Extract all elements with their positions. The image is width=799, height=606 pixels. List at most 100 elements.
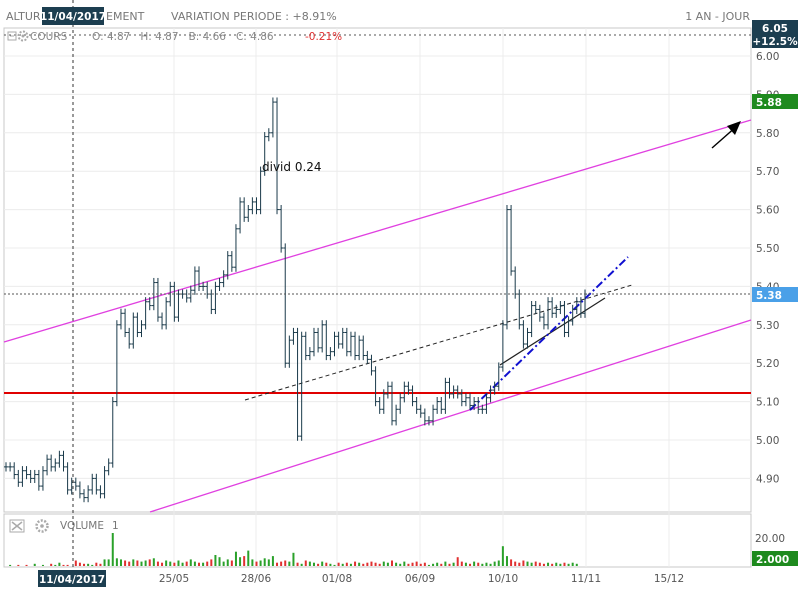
volume-bar <box>452 562 455 566</box>
volume-bar <box>469 563 472 566</box>
variation-period: VARIATION PERIODE : +8.91% <box>171 10 337 23</box>
volume-bar <box>251 559 254 566</box>
volume-bar <box>391 560 393 566</box>
volume-bar <box>436 562 439 566</box>
volume-bar <box>473 561 476 566</box>
volume-badge <box>752 551 798 566</box>
volume-bar <box>403 561 406 566</box>
header-date-badge <box>42 7 104 25</box>
volume-bar <box>152 558 155 566</box>
volume-bar <box>444 561 447 566</box>
volume-bar <box>111 533 114 566</box>
volume-bar <box>555 562 558 566</box>
volume-bar <box>103 559 106 566</box>
volume-bar <box>50 563 53 566</box>
volume-bar <box>243 556 246 566</box>
volume-bar <box>530 562 533 566</box>
volume-bar <box>427 564 430 566</box>
volume-bar <box>526 561 529 566</box>
volume-collapse-icon[interactable] <box>9 519 25 533</box>
price-plot-frame <box>3 27 752 513</box>
volume-bar <box>74 560 77 566</box>
volume-bar <box>349 563 352 566</box>
volume-bar <box>58 562 61 566</box>
volume-label: VOLUME <box>60 520 104 532</box>
volume-bar <box>497 560 500 566</box>
volume-bar <box>411 562 414 566</box>
volume-bar <box>284 560 287 566</box>
y-tick-label: 5.70 <box>756 166 779 178</box>
volume-bar <box>505 556 508 566</box>
y-tick-label: 5.30 <box>756 320 779 332</box>
top-price-change: +12.5% <box>752 36 798 48</box>
trend-drawings <box>3 119 752 513</box>
volume-bar <box>489 563 492 566</box>
volume-bar <box>214 555 217 566</box>
volume-bar <box>202 562 205 566</box>
volume-bar <box>128 561 131 566</box>
volume-bar <box>280 561 283 566</box>
volume-bar <box>329 563 332 566</box>
volume-gear-icon[interactable] <box>35 519 49 533</box>
high-price-badge <box>752 94 798 109</box>
volume-bar <box>312 562 315 566</box>
volume-bar <box>271 556 274 566</box>
gear-icon[interactable] <box>17 30 29 42</box>
volume-bar <box>345 562 348 566</box>
y-tick-label: 5.50 <box>756 243 779 255</box>
y-tick-label: 5.20 <box>756 358 779 370</box>
y-tick-label: 4.90 <box>756 473 779 485</box>
volume-bar <box>571 562 574 566</box>
volume-bar <box>547 562 550 566</box>
volume-bar <box>156 561 159 566</box>
top-price-badge <box>752 20 798 48</box>
ohlc-values: O: 4.87 H: 4.87 B: 4.66 C: 4.86 <box>92 31 274 43</box>
volume-bar <box>337 562 340 566</box>
current-price-value: 5.38 <box>756 290 782 302</box>
x-tick-label: 01/08 <box>322 573 352 585</box>
volume-bar <box>415 561 418 566</box>
instrument-name-right: EMENT <box>106 10 145 23</box>
volume-bar <box>17 564 20 566</box>
volume-bar <box>62 564 65 566</box>
volume-badge-value: 2.000 <box>756 554 789 566</box>
volume-bar <box>25 564 28 566</box>
volume-bar <box>173 562 176 566</box>
current-price-badge <box>752 287 798 302</box>
volume-bar <box>485 562 488 566</box>
volume-bar <box>366 562 369 566</box>
volume-bar <box>230 560 233 566</box>
volume-bar <box>510 559 513 566</box>
volume-bar <box>222 561 225 566</box>
blue-trend-line <box>469 256 629 411</box>
volume-bar <box>255 561 258 566</box>
volume-bar <box>161 562 164 566</box>
x-tick-label: 15/12 <box>654 573 684 585</box>
y-tick-label: 5.80 <box>756 128 779 140</box>
volume-bar <box>189 559 192 566</box>
volume-bar <box>99 563 102 566</box>
top-price-value: 6.05 <box>762 23 788 35</box>
volume-bar <box>477 562 480 566</box>
header-date-text: 11/04/2017 <box>40 11 106 23</box>
volume-bar <box>538 562 541 566</box>
volume-bar <box>107 559 110 566</box>
volume-bar <box>177 560 180 566</box>
volume-bar <box>534 561 537 566</box>
period-label: 1 AN - JOUR <box>685 10 750 23</box>
y-tick-label: 5.10 <box>756 397 779 409</box>
volume-bar <box>87 563 90 566</box>
volume-bar <box>362 563 365 566</box>
volume-bar <box>247 550 250 566</box>
price-series <box>4 97 587 503</box>
volume-bar <box>91 564 94 566</box>
collapse-icon[interactable] <box>7 31 17 41</box>
volume-bar <box>325 562 328 566</box>
volume-bar <box>493 561 496 566</box>
volume-bar <box>198 562 200 566</box>
volume-bar <box>136 560 139 566</box>
volume-bar <box>333 564 336 566</box>
upper-channel-line <box>3 119 752 343</box>
volume-bar <box>124 560 127 566</box>
